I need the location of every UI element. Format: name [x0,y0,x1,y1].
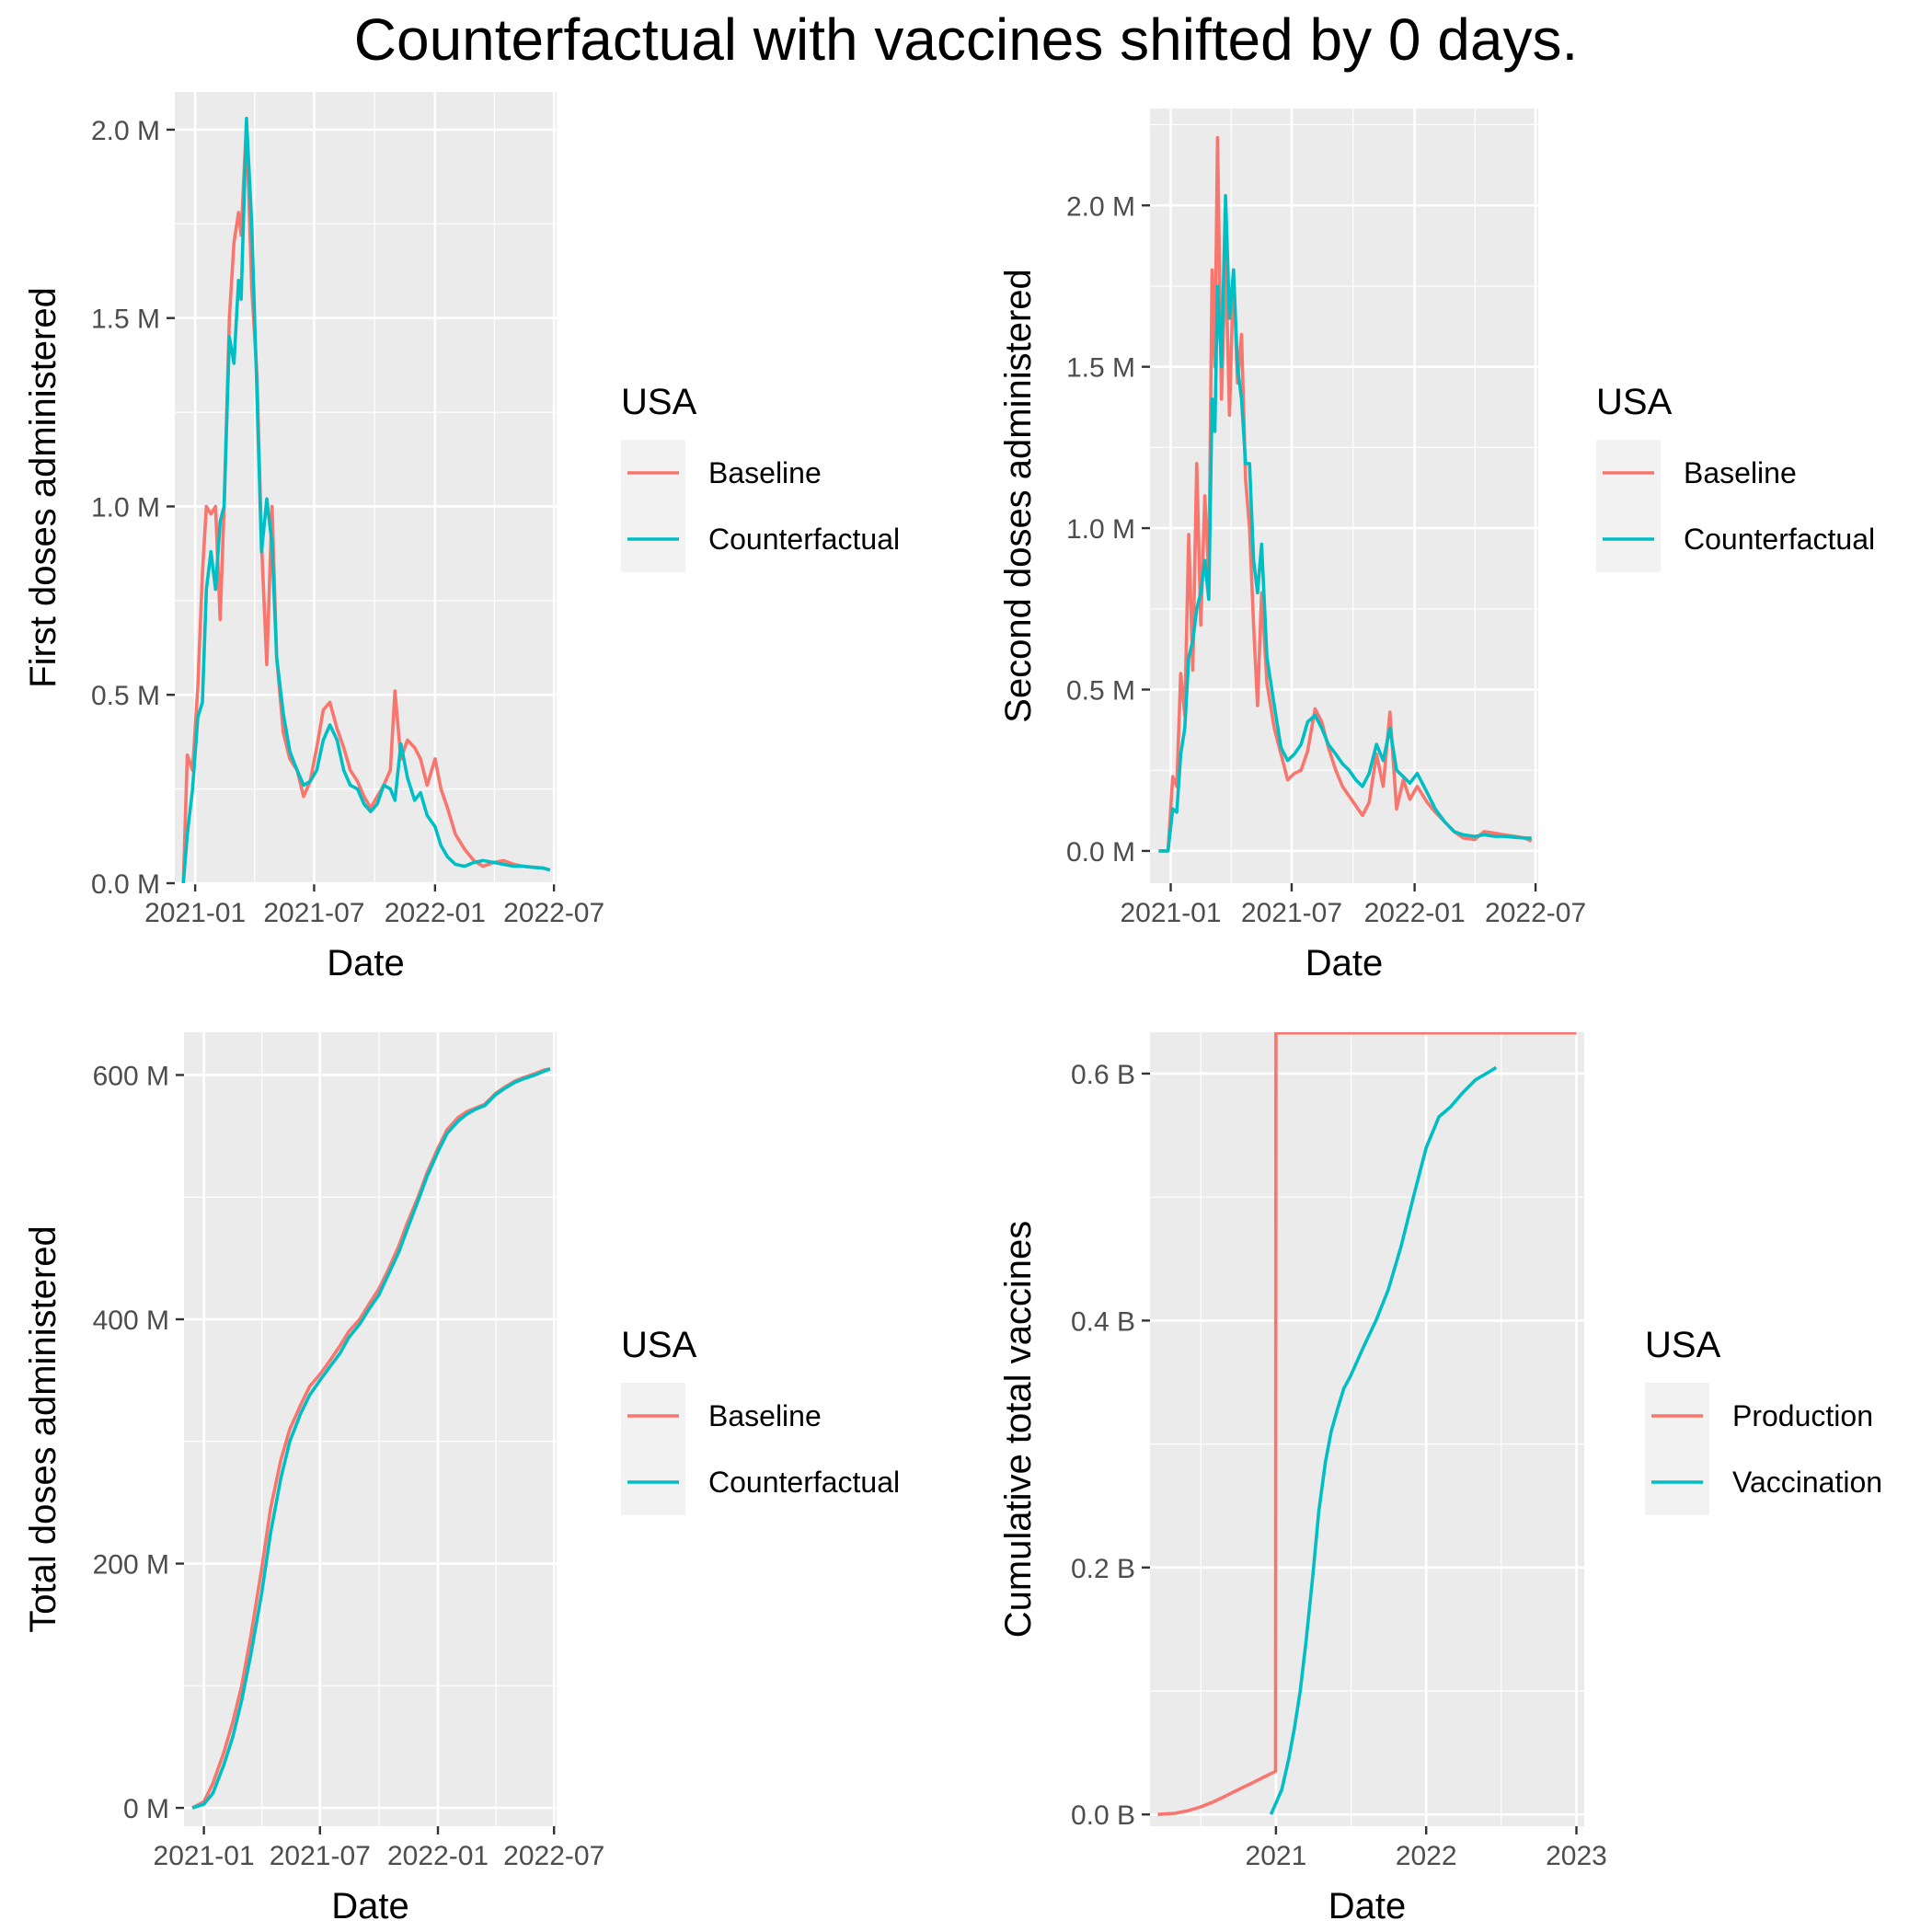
y-tick-label: 0.0 M [1066,837,1135,868]
panel-background [1150,1032,1584,1826]
chart-panel-4: 2021 2022 2023 0.0 B 0.2 B 0.4 B 0.6 B Date Cumu… [998,1032,1882,1926]
x-tick-label: 2022-01 [387,1841,489,1871]
y-tick-label: 0.6 B [1071,1060,1135,1090]
figure-title: Counterfactual with vaccines shifted by … [353,6,1579,73]
x-tick-label: 2022-07 [503,898,604,928]
x-tick-label: 2021-07 [270,1841,371,1871]
y-tick-label: 0.2 B [1071,1554,1135,1584]
x-tick-label: 2021-01 [144,898,246,928]
y-tick-label: 1.5 M [91,305,160,335]
y-axis-title: Cumulative total vaccines [998,1221,1039,1639]
legend-label: Baseline [708,1399,822,1432]
y-tick-label: 0.4 B [1071,1306,1135,1337]
y-tick-label: 2.0 M [91,116,160,146]
legend: USA Baseline Counterfactual [1596,382,1875,572]
x-tick-label: 2021-01 [1120,898,1221,928]
x-tick-label: 2022-07 [1485,898,1586,928]
legend-label: Baseline [1684,456,1797,489]
legend-label: Production [1732,1399,1873,1432]
y-tick-label: 1.0 M [1066,514,1135,545]
x-tick-label: 2021-07 [263,898,364,928]
x-tick-label: 2022-01 [1364,898,1466,928]
y-axis-title: Second doses administered [998,269,1039,723]
y-tick-label: 0.5 M [1066,676,1135,707]
legend: USA Production Vaccination [1645,1325,1882,1515]
y-axis-title: Total doses administered [23,1225,63,1632]
legend-title: USA [1596,382,1673,422]
x-tick-label: 2022-01 [385,898,486,928]
panel-background [1150,109,1538,883]
y-axis-title: First doses administered [23,287,63,688]
x-axis-title: Date [1328,1886,1407,1926]
y-tick-label: 0.0 B [1071,1800,1135,1831]
y-tick-label: 0.5 M [91,681,160,711]
legend-label: Vaccination [1732,1466,1882,1499]
series-line-baseline [1158,135,1533,853]
x-tick-label: 2022-07 [503,1841,604,1871]
y-tick-label: 0 M [123,1794,169,1824]
legend-label: Counterfactual [1684,523,1875,556]
chart-panel-1: 2021-01 2021-07 2022-01 2022-07 0.0 M 0.5 M 1.… [23,92,900,983]
x-tick-label: 2021-01 [154,1841,255,1871]
x-axis-title: Date [327,943,405,983]
x-tick-label: 2022 [1396,1841,1457,1871]
x-tick-label: 2021 [1246,1841,1307,1871]
legend: USA Baseline Counterfactual [621,382,900,572]
legend-title: USA [621,382,697,422]
series-line-vaccination [1269,1065,1498,1815]
series-line-counterfactual [181,116,551,883]
series-line-counterfactual [1158,193,1532,853]
legend-title: USA [1645,1325,1721,1365]
legend: USA Baseline Counterfactual [621,1325,900,1515]
legend-title: USA [621,1325,697,1365]
y-tick-label: 0.0 M [91,869,160,900]
chart-panel-3: 2021-01 2021-07 2022-01 2022-07 0 M 200 M 400 … [23,1032,900,1926]
x-axis-title: Date [331,1886,409,1926]
x-tick-label: 2021-07 [1241,898,1342,928]
x-tick-label: 2023 [1546,1841,1607,1871]
series-line-production [1157,1032,1577,1816]
y-tick-label: 600 M [93,1061,169,1091]
y-tick-label: 2.0 M [1066,191,1135,222]
y-tick-label: 1.0 M [91,492,160,523]
series-line-counterfactual [191,1067,551,1810]
y-tick-label: 1.5 M [1066,353,1135,384]
y-tick-label: 400 M [93,1305,169,1336]
panel-background [175,92,557,883]
legend-label: Counterfactual [708,1466,900,1499]
panel-background [184,1032,557,1826]
chart-panel-2: 2021-01 2021-07 2022-01 2022-07 0.0 M 0.5 M 1.… [998,109,1875,983]
y-tick-label: 200 M [93,1550,169,1581]
x-axis-title: Date [1305,943,1384,983]
legend-label: Counterfactual [708,523,900,556]
legend-label: Baseline [708,456,822,489]
